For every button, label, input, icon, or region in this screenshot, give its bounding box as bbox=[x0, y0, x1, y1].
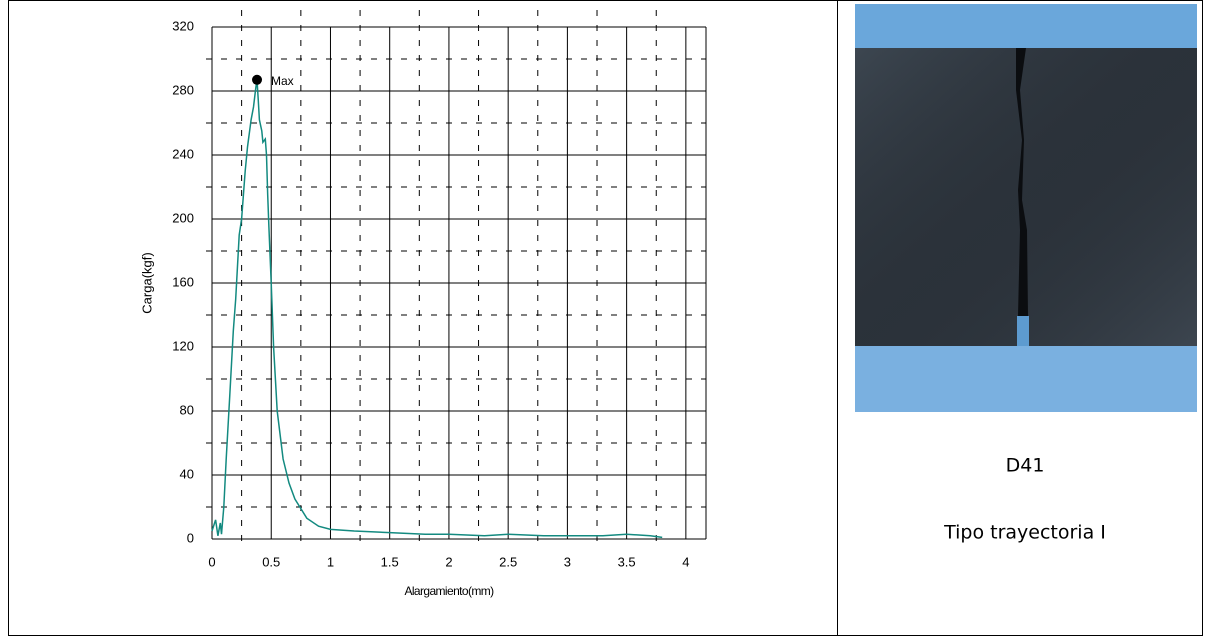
y-tick-label: 320 bbox=[172, 18, 194, 33]
data-line bbox=[211, 79, 663, 539]
y-tick-label: 0 bbox=[187, 530, 194, 545]
max-marker bbox=[252, 74, 263, 85]
x-tick-label: 2.5 bbox=[499, 554, 517, 569]
y-axis-label: Carga(kgf) bbox=[139, 252, 154, 313]
y-tick-label: 240 bbox=[172, 146, 194, 161]
trajectory-type: Tipo trayectoria I bbox=[943, 522, 1106, 544]
x-axis-label: Alargamiento(mm) bbox=[404, 584, 494, 598]
table-border bbox=[8, 0, 1203, 636]
photo bbox=[855, 4, 1197, 412]
y-tick-label: 40 bbox=[180, 466, 194, 481]
x-tick-label: 0 bbox=[208, 554, 215, 569]
y-tick-label: 280 bbox=[172, 82, 194, 97]
y-tick-label: 200 bbox=[172, 210, 194, 225]
x-tick-label: 1 bbox=[327, 554, 334, 569]
x-tick-label: 0.5 bbox=[262, 554, 280, 569]
x-tick-label: 3 bbox=[564, 554, 571, 569]
specimen-code: D41 bbox=[1006, 455, 1045, 477]
x-tick-label: 1.5 bbox=[381, 554, 399, 569]
x-tick-label: 4 bbox=[682, 554, 689, 569]
y-tick-label: 120 bbox=[172, 338, 194, 353]
max-label: Max bbox=[271, 74, 294, 88]
x-tick-label: 3.5 bbox=[618, 554, 636, 569]
x-tick-label: 2 bbox=[445, 554, 452, 569]
y-tick-label: 80 bbox=[180, 402, 194, 417]
y-tick-label: 160 bbox=[172, 274, 194, 289]
